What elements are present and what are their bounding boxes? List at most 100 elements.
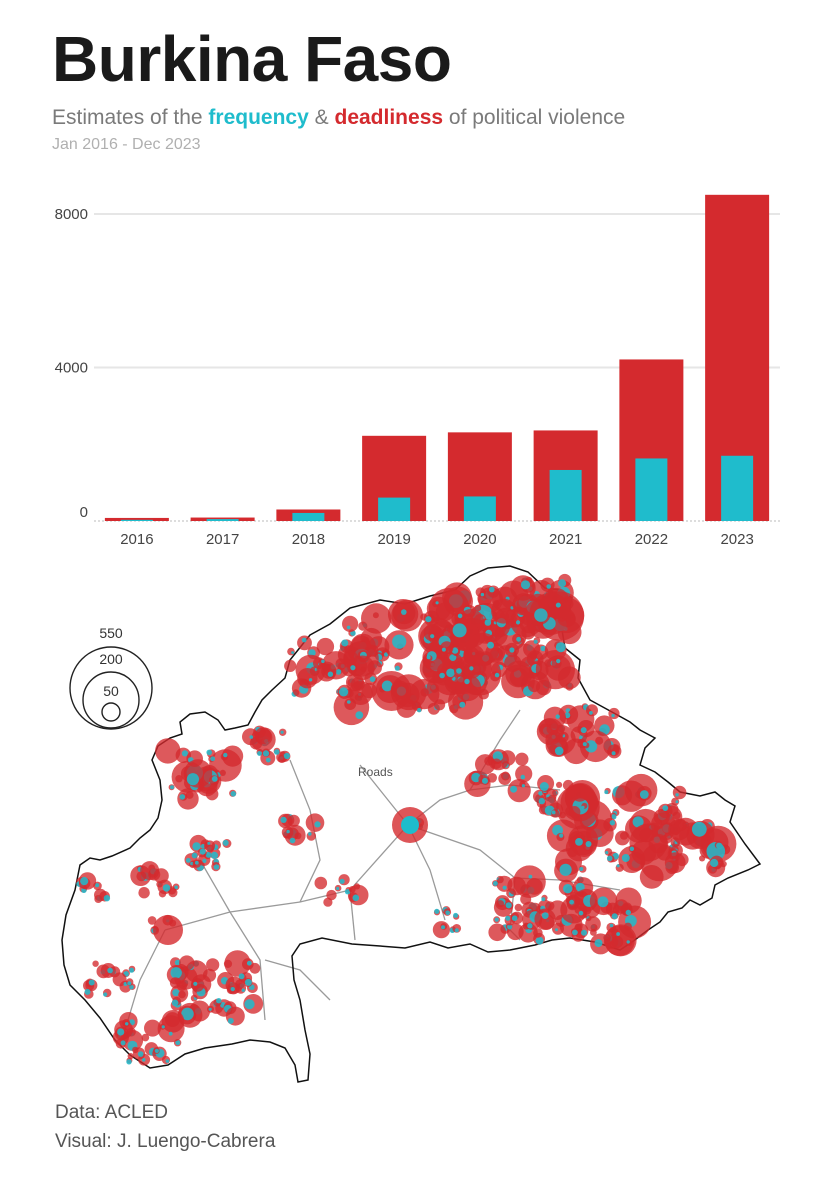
- frequency-bubble: [230, 791, 237, 797]
- bar-frequency-2021: [549, 469, 582, 521]
- frequency-bubble: [207, 841, 211, 845]
- deadliness-bubble: [567, 847, 578, 858]
- legend-label-200: 200: [99, 651, 123, 667]
- deadliness-bubble: [224, 950, 251, 977]
- frequency-bubble: [280, 730, 284, 734]
- deadliness-bubble: [432, 921, 450, 939]
- frequency-bubble: [539, 782, 549, 791]
- frequency-bubble: [401, 609, 407, 615]
- deadliness-bubble: [448, 684, 484, 720]
- deadliness-bubble: [505, 660, 533, 688]
- frequency-bubble: [172, 989, 180, 997]
- deadliness-bubble: [595, 736, 604, 745]
- frequency-bubble: [629, 846, 635, 851]
- frequency-bubble: [394, 665, 400, 671]
- frequency-bubble: [230, 987, 235, 992]
- frequency-bubble: [308, 678, 313, 682]
- x-tick-label: 2018: [292, 531, 325, 548]
- frequency-bubble: [339, 878, 345, 884]
- x-tick-label: 2017: [206, 531, 239, 548]
- frequency-bubble: [141, 1058, 146, 1062]
- deadliness-bubble: [435, 602, 455, 621]
- credits: Data: ACLED Visual: J. Luengo-Cabrera: [55, 1098, 275, 1156]
- frequency-bubble: [675, 800, 679, 804]
- frequency-bubble: [262, 750, 270, 757]
- frequency-bubble: [521, 784, 526, 788]
- deadliness-bubble: [206, 958, 220, 972]
- deadliness-bubble: [144, 1019, 161, 1037]
- frequency-bubble: [538, 797, 545, 805]
- frequency-bubble: [291, 651, 295, 655]
- frequency-bubble: [516, 636, 521, 642]
- deadliness-bubble: [675, 853, 689, 867]
- legend-circle-200: [82, 671, 140, 729]
- frequency-bubble: [165, 1059, 170, 1063]
- frequency-bubble: [286, 829, 290, 834]
- frequency-bubble: [572, 929, 578, 936]
- frequency-bubble: [520, 580, 531, 590]
- frequency-bubble: [339, 687, 349, 697]
- deadliness-bubble: [590, 929, 597, 936]
- deadliness-bubble: [552, 922, 564, 935]
- deadliness-bubble: [496, 875, 513, 892]
- frequency-bubble: [538, 791, 543, 796]
- frequency-bubble: [457, 613, 463, 619]
- y-tick-label: 8000: [55, 206, 88, 223]
- bar-frequency-2016: [120, 519, 153, 521]
- frequency-bubble: [487, 641, 494, 649]
- road: [264, 959, 331, 1001]
- frequency-bubble: [451, 647, 459, 654]
- country-border: [61, 565, 762, 1083]
- frequency-bubble: [559, 833, 564, 838]
- frequency-bubble: [621, 854, 630, 862]
- subtitle-suffix: of political violence: [448, 106, 626, 129]
- frequency-bubble: [425, 616, 432, 623]
- frequency-bubble: [616, 864, 620, 868]
- frequency-bubble: [191, 852, 198, 859]
- frequency-bubble: [227, 1017, 234, 1024]
- frequency-bubble: [445, 910, 451, 916]
- frequency-bubble: [449, 654, 457, 661]
- frequency-bubble: [533, 639, 538, 644]
- deadliness-bubble: [559, 811, 566, 819]
- deadliness-bubble: [656, 845, 672, 861]
- bar-frequency-2020: [463, 496, 496, 521]
- frequency-bubble: [192, 842, 201, 851]
- subtitle-deadliness: deadliness: [334, 106, 444, 129]
- deadliness-bubble: [92, 960, 99, 967]
- frequency-bubble: [181, 750, 188, 757]
- deadliness-bubble: [570, 783, 589, 802]
- frequency-bubble: [137, 1051, 144, 1057]
- frequency-bubble: [534, 608, 548, 622]
- frequency-bubble: [84, 988, 91, 995]
- deadliness-bubble: [390, 674, 427, 711]
- frequency-bubble: [452, 623, 467, 638]
- deadliness-bubble: [342, 615, 359, 632]
- frequency-bubble: [430, 634, 435, 639]
- deadliness-bubble: [297, 668, 318, 689]
- deadliness-bubble: [606, 922, 616, 933]
- frequency-bubble: [579, 867, 584, 871]
- frequency-bubble: [609, 820, 616, 826]
- frequency-bubble: [626, 940, 630, 944]
- x-tick-label: 2022: [635, 531, 668, 548]
- frequency-bubble: [541, 897, 546, 902]
- road: [199, 859, 231, 913]
- deadliness-bubble: [316, 637, 335, 656]
- frequency-bubble: [459, 701, 466, 708]
- roads-label: Roads: [358, 765, 393, 779]
- deadliness-bubble: [346, 673, 364, 692]
- frequency-bubble: [289, 837, 296, 844]
- frequency-bubble: [716, 842, 723, 849]
- frequency-bubble: [456, 668, 462, 674]
- frequency-bubble: [314, 821, 321, 828]
- deadliness-bubble: [620, 831, 628, 840]
- deadliness-bubble: [570, 891, 576, 898]
- frequency-bubble: [541, 912, 549, 919]
- legend-circle-550: [69, 646, 153, 730]
- frequency-bubble: [639, 790, 649, 799]
- deadliness-bubble: [514, 903, 523, 912]
- frequency-bubble: [327, 671, 334, 677]
- deadliness-bubble: [501, 771, 510, 781]
- frequency-bubble: [170, 967, 182, 979]
